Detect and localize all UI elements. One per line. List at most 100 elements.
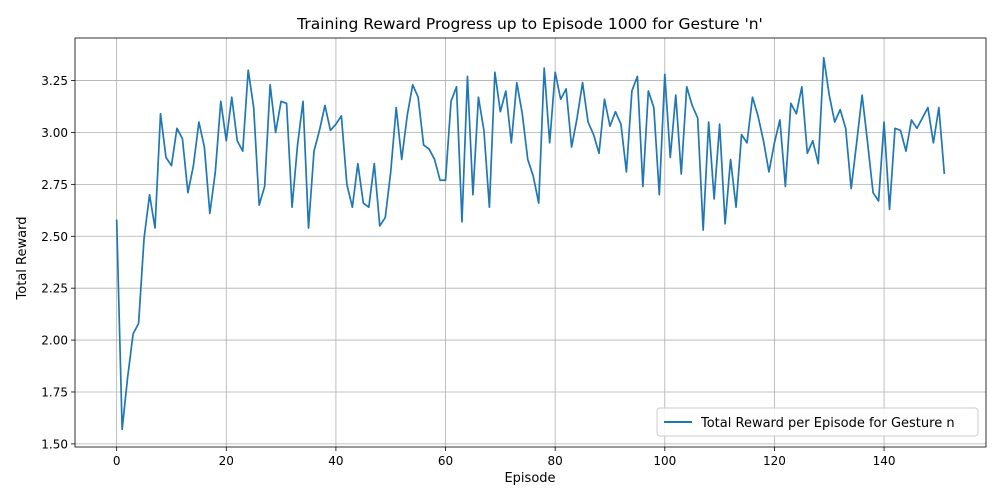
data-point [631,90,632,91]
data-point [407,115,408,116]
data-point [478,97,479,98]
data-point [302,101,303,102]
data-point [374,163,375,164]
data-point [905,151,906,152]
data-point [719,124,720,125]
data-point [220,101,221,102]
axes: 0 20 40 60 80 100 120 140 1.50 1.75 2.00 2.25 2.50 2.… [41,37,987,468]
data-point [248,70,249,71]
data-point [933,142,934,143]
data-point [368,207,369,208]
x-axis-label: Episode [504,471,555,486]
data-point [741,134,742,135]
series-layer [115,56,946,431]
data-point [796,113,797,114]
data-point [187,192,188,193]
data-point [313,151,314,152]
data-point [598,153,599,154]
data-point [708,121,709,122]
data-point [467,76,468,77]
data-point [845,128,846,129]
data-point [412,84,413,85]
data-point [883,121,884,122]
data-point [483,130,484,131]
data-point [714,198,715,199]
data-point [215,171,216,172]
data-point [143,238,144,239]
data-point [237,140,238,141]
data-point [385,217,386,218]
data-point [703,229,704,230]
data-point [620,124,621,125]
data-point [516,82,517,83]
data-point [193,165,194,166]
data-point [818,163,819,164]
data-point [911,119,912,120]
data-point [171,165,172,166]
data-point [226,140,227,141]
data-point [204,146,205,147]
data-point [555,72,556,73]
data-point [176,128,177,129]
data-point [253,107,254,108]
data-point [774,142,775,143]
data-point [637,76,638,77]
data-point [533,175,534,176]
series-line-0 [115,56,946,431]
data-point [379,225,380,226]
data-point [280,101,281,102]
data-point [154,227,155,228]
y-tick-label: 3.25 [41,74,68,88]
data-point [160,113,161,114]
data-point [757,115,758,116]
data-point [165,157,166,158]
data-point [872,192,873,193]
data-point [434,159,435,160]
data-point [264,186,265,187]
data-point [593,134,594,135]
data-point [730,159,731,160]
data-point [938,107,939,108]
data-point [291,207,292,208]
data-point [823,57,824,58]
data-point [653,107,654,108]
x-tick-label: 140 [873,454,896,468]
data-point [505,90,506,91]
data-point [560,99,561,100]
data-point [324,105,325,106]
data-point [538,202,539,203]
data-point [779,119,780,120]
data-point [330,130,331,131]
data-point [790,103,791,104]
data-point [209,213,210,214]
data-point [396,107,397,108]
x-tick-label: 100 [653,454,676,468]
data-point [511,142,512,143]
data-point [867,142,868,143]
data-point [752,97,753,98]
y-tick-label: 2.00 [41,334,68,348]
data-point [626,171,627,172]
data-point [840,109,841,110]
data-point [500,111,501,112]
y-tick-label: 1.50 [41,437,68,451]
data-point [735,207,736,208]
data-point [522,113,523,114]
data-point [401,159,402,160]
legend-label: Total Reward per Episode for Gesture n [700,416,955,431]
data-point [138,323,139,324]
data-point [270,84,271,85]
data-point [801,86,802,87]
data-point [319,130,320,131]
data-point [297,144,298,145]
data-point [785,186,786,187]
data-point [439,180,440,181]
data-point [566,88,567,89]
data-point [418,97,419,98]
data-point [659,194,660,195]
data-point [341,115,342,116]
legend-box [656,407,979,437]
data-point [308,227,309,228]
data-point [363,202,364,203]
data-point [664,74,665,75]
